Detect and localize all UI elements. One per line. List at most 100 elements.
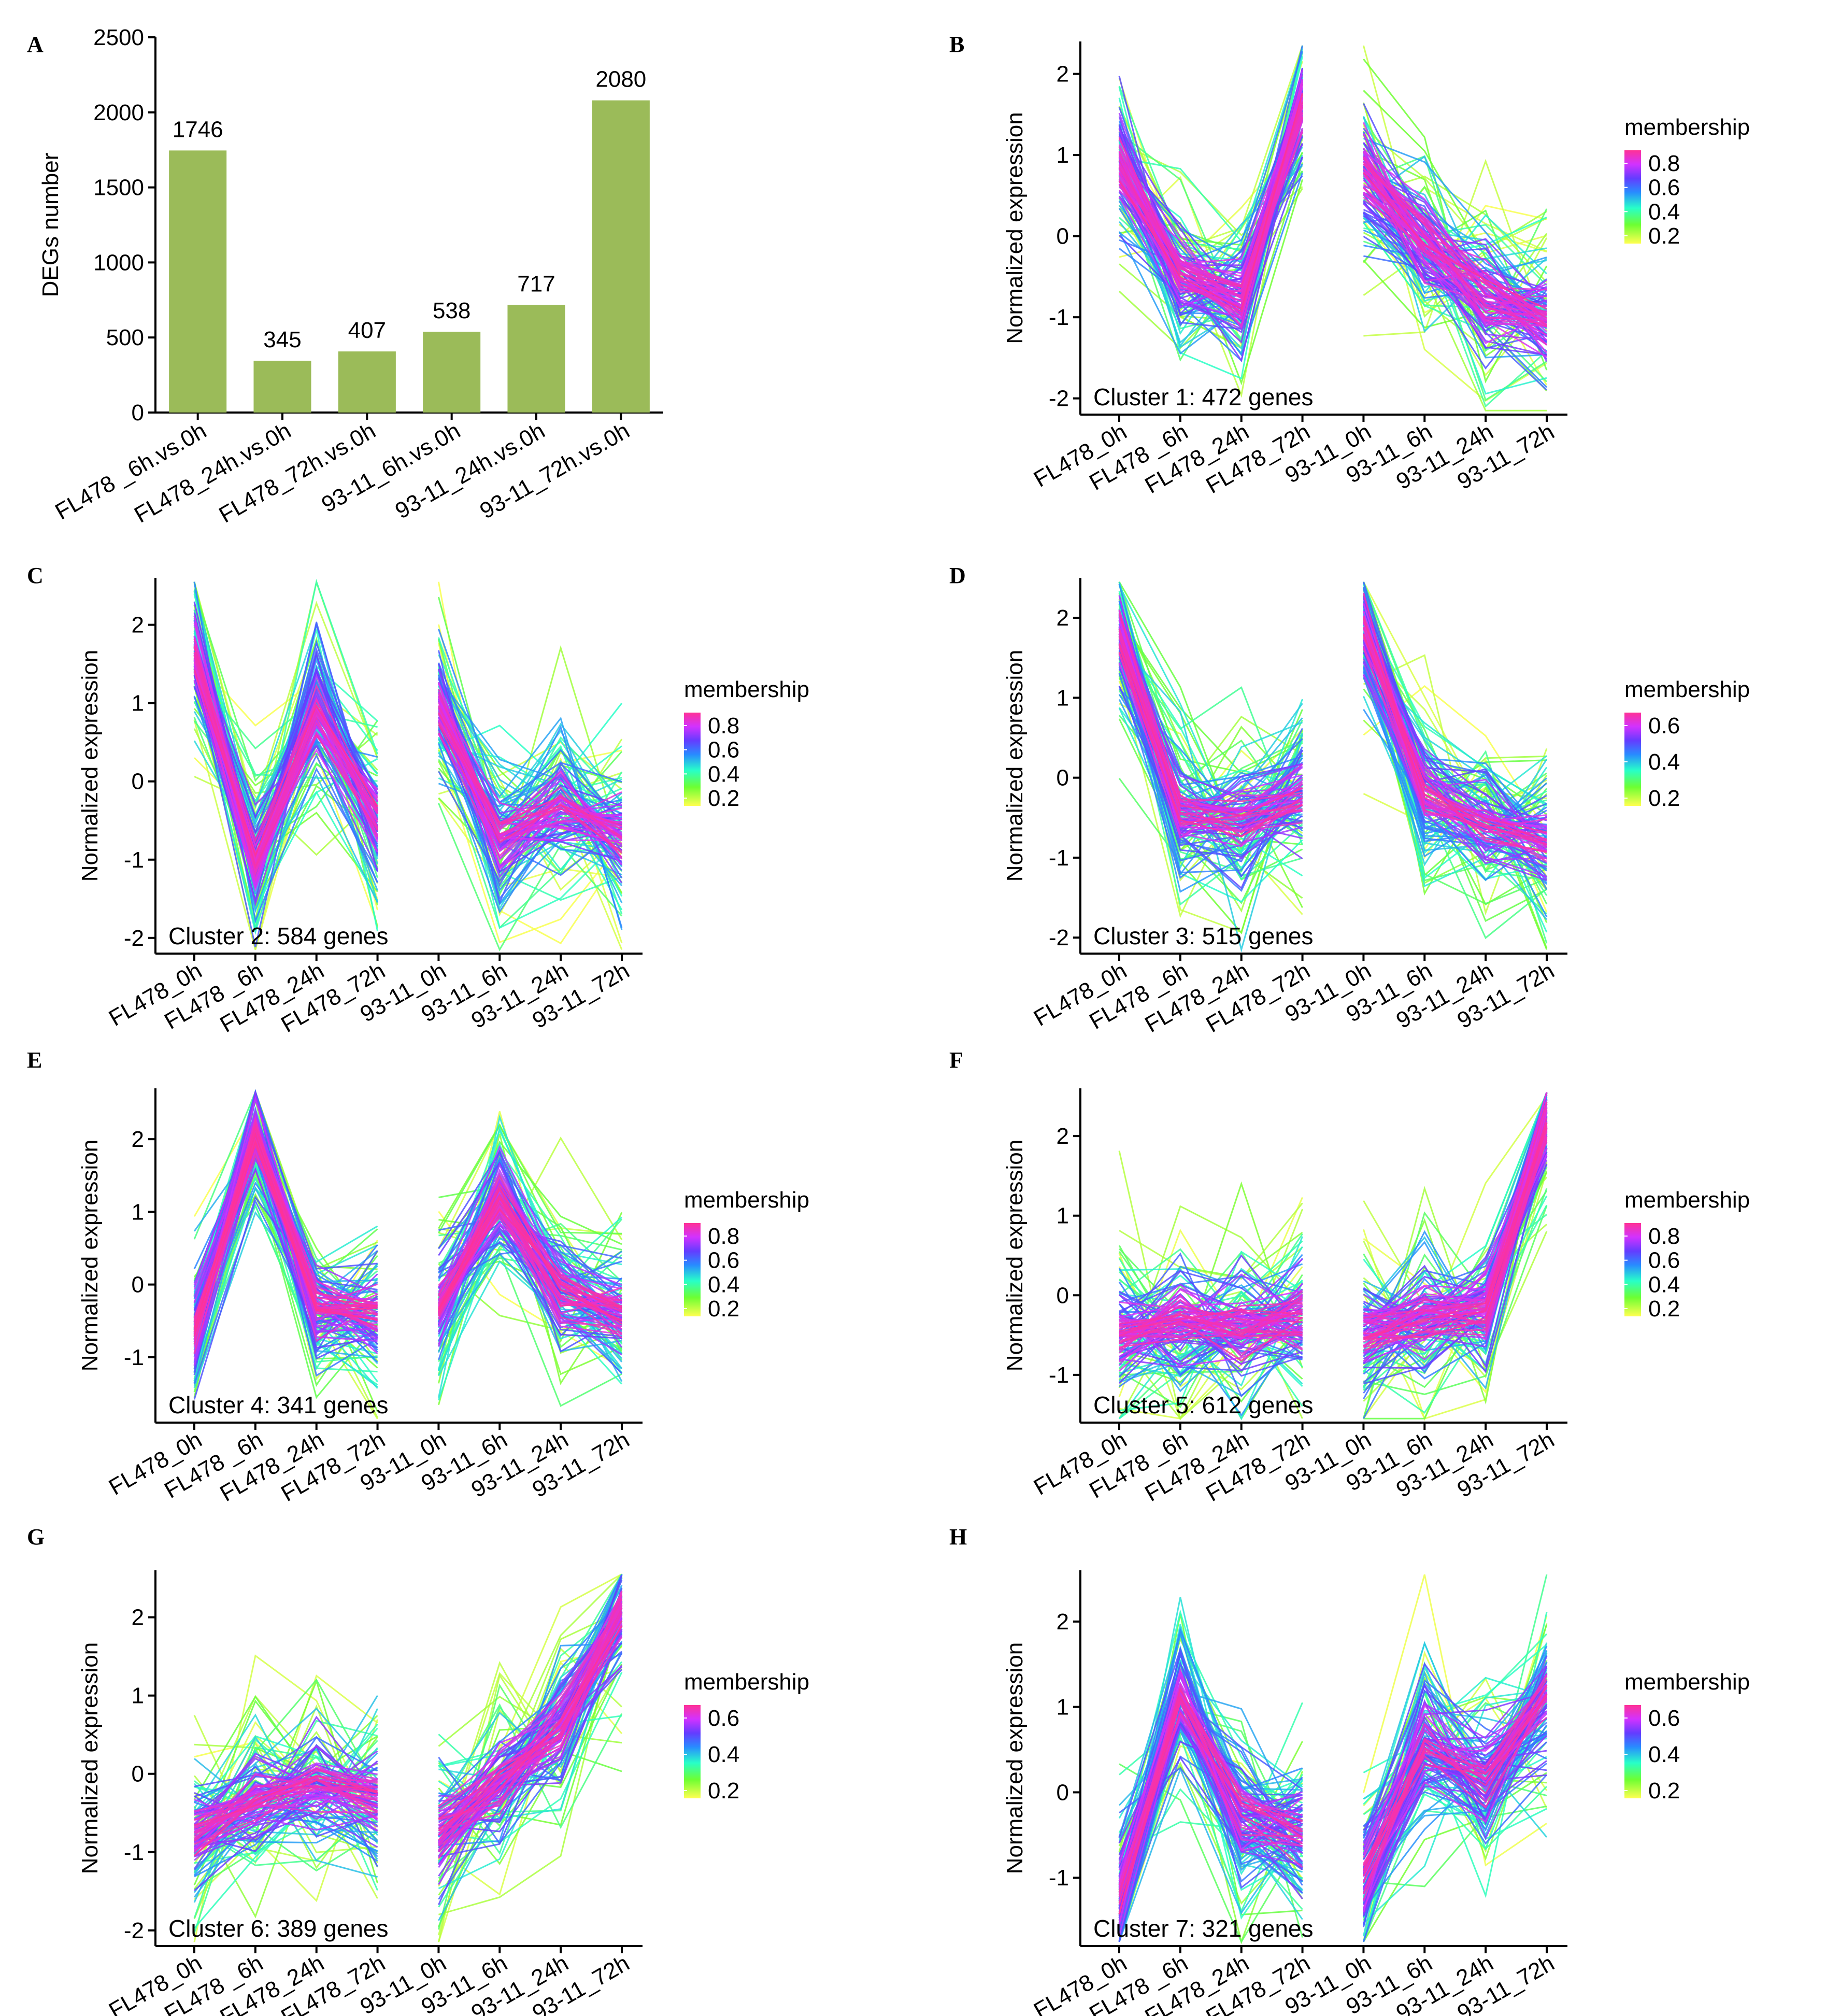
gene-profile-line — [1119, 1305, 1303, 1337]
y-tick-label: 0 — [1057, 1780, 1069, 1805]
gene-profile-line — [438, 722, 622, 837]
gene-profile-line — [1118, 608, 1303, 773]
y-axis-title: Normalized expression — [1002, 112, 1028, 344]
y-tick-label: 0 — [132, 1762, 144, 1787]
gene-profile-line — [193, 1131, 378, 1329]
gene-profile-line — [1118, 1631, 1303, 1837]
gene-profile-line — [1363, 1102, 1548, 1341]
legend-title: membership — [684, 1669, 809, 1695]
gene-profile-line — [194, 1767, 378, 1842]
gene-profile-line — [1363, 1679, 1548, 1883]
y-tick-label: 0 — [132, 1272, 144, 1298]
gene-profile-line — [438, 1186, 622, 1322]
gene-profile-line — [1118, 1667, 1303, 1881]
gene-profile-line — [1119, 1339, 1303, 1359]
gene-lines — [1118, 581, 1548, 953]
y-tick-label: -1 — [1049, 305, 1069, 330]
legend-tick-label: 0.8 — [1648, 151, 1680, 176]
gene-profile-line — [437, 581, 623, 945]
gene-profile-line — [194, 1779, 378, 1821]
gene-profile-line — [193, 1096, 378, 1354]
gene-profile-line — [1119, 1311, 1303, 1339]
gene-profile-line — [438, 1145, 622, 1302]
x-tick-label: 93-11_24h.vs.0h — [391, 418, 549, 524]
gene-profile-line — [194, 1786, 378, 1845]
y-tick-label: -1 — [1049, 1865, 1069, 1891]
y-axis-title: Normalized expression — [77, 1140, 103, 1372]
panel-letter-c: C — [27, 563, 44, 588]
membership-colorbar — [1624, 1705, 1641, 1798]
x-tick-label: 93-11_72h.vs.0h — [476, 418, 634, 524]
legend-tick-label: 0.4 — [708, 1742, 739, 1767]
gene-profile-line — [194, 1779, 378, 1826]
gene-profile-line — [1118, 106, 1304, 289]
gene-profile-line — [1119, 1316, 1303, 1362]
legend-title: membership — [1624, 1669, 1750, 1695]
legend-tick-label: 0.2 — [708, 786, 739, 811]
legend-tick-label: 0.6 — [708, 737, 739, 763]
gene-profile-line — [438, 1197, 622, 1325]
legend-tick-label: 0.6 — [708, 1248, 739, 1273]
legend-tick-label: 0.4 — [1648, 199, 1680, 224]
gene-profile-line — [194, 1800, 378, 1848]
y-axis-title: Normalized expression — [77, 1642, 103, 1875]
gene-profile-line — [1119, 1308, 1303, 1348]
y-tick-label: 1000 — [93, 250, 144, 275]
gene-profile-line — [1363, 137, 1548, 306]
membership-colorbar — [684, 1223, 701, 1316]
bar-value-label: 1746 — [173, 117, 223, 142]
gene-profile-line — [1363, 1123, 1548, 1339]
gene-profile-line — [1118, 651, 1303, 837]
gene-profile-line — [1363, 191, 1547, 344]
gene-profile-line — [193, 717, 378, 878]
y-axis-title: Normalized expression — [77, 650, 103, 882]
bar-value-label: 2080 — [595, 67, 646, 92]
gene-profile-line — [438, 803, 623, 952]
gene-profile-line — [193, 1719, 379, 1903]
legend-tick-label: 0.6 — [1648, 175, 1680, 201]
y-axis-title: DEGs number — [38, 153, 63, 297]
gene-profile-line — [1363, 1096, 1548, 1419]
gene-profile-line — [1119, 1246, 1303, 1346]
gene-lines — [193, 1089, 623, 1419]
gene-profile-line — [193, 1776, 378, 1857]
gene-profile-line — [1119, 1314, 1303, 1338]
gene-profile-line — [438, 732, 622, 857]
panel-letter-h: H — [949, 1524, 967, 1550]
legend-tick-label: 0.8 — [1648, 1224, 1680, 1249]
gene-profile-line — [1363, 1131, 1548, 1347]
gene-profile-line — [1118, 1688, 1303, 1877]
gene-profile-line — [193, 1785, 378, 1856]
gene-profile-line — [1118, 101, 1304, 288]
x-tick-label: FL478_72h.vs.0h — [215, 418, 380, 528]
legend-tick-label: 0.6 — [1648, 1248, 1680, 1273]
legend-tick-label: 0.2 — [1648, 1778, 1680, 1804]
legend-title: membership — [1624, 115, 1750, 140]
gene-profile-line — [1118, 1694, 1303, 1893]
membership-colorbar — [1624, 713, 1641, 806]
gene-profile-line — [1118, 643, 1303, 816]
gene-profile-line — [1363, 1138, 1548, 1348]
gene-profile-line — [1118, 1696, 1303, 1914]
gene-lines — [1118, 1574, 1548, 1945]
legend-title: membership — [684, 1187, 809, 1213]
gene-profile-line — [1363, 1205, 1548, 1395]
gene-profile-line — [1363, 1692, 1548, 1890]
gene-profile-line — [193, 1727, 378, 1929]
y-tick-label: -2 — [124, 926, 144, 951]
gene-profile-line — [193, 641, 378, 870]
legend-tick-label: 0.2 — [1648, 1296, 1680, 1322]
y-tick-label: 1 — [1057, 143, 1069, 168]
y-tick-label: 2000 — [93, 100, 144, 125]
gene-profile-line — [1363, 163, 1547, 326]
legend-title: membership — [684, 677, 809, 702]
panel-letter-g: G — [27, 1524, 45, 1550]
gene-profile-line — [1362, 581, 1548, 949]
y-tick-label: 2 — [1057, 605, 1069, 631]
gene-profile-line — [193, 669, 378, 858]
panel-letter-e: E — [27, 1047, 42, 1073]
